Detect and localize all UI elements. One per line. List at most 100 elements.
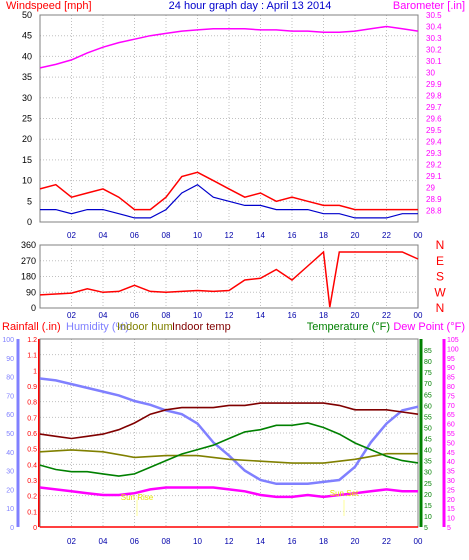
temperature-tick-label: 50 <box>424 425 432 432</box>
wind-x-tick-label: 20 <box>351 231 360 240</box>
barometer-tick-label: 28.8 <box>426 207 442 216</box>
wind-x-tick-label: 22 <box>382 231 391 240</box>
wind-x-tick-label: 00 <box>414 231 423 240</box>
temp-x-tick-label: 12 <box>225 537 234 546</box>
direction-x-tick-label: 20 <box>351 311 360 320</box>
dew-point-tick-label: 95 <box>447 356 455 363</box>
wind-x-tick-label: 02 <box>67 231 76 240</box>
barometer-tick-label: 29.3 <box>426 149 442 158</box>
barometer-axis-label: Barometer [.in] <box>393 0 465 12</box>
temp-x-tick-label: 14 <box>256 537 265 546</box>
windspeed-tick-label: 15 <box>22 155 32 165</box>
dew-point-tick-label: 100 <box>447 346 459 353</box>
windspeed-tick-label: 30 <box>22 93 32 103</box>
compass-label: S <box>436 270 444 284</box>
indoor-temp-line <box>39 402 419 440</box>
temp-x-tick-label: 08 <box>162 537 171 546</box>
barometer-tick-label: 29.4 <box>426 138 442 147</box>
wind-average-line <box>40 183 418 219</box>
rainfall-tick-label: 0.3 <box>27 478 37 485</box>
temp-x-tick-label: 10 <box>193 537 202 546</box>
chart-title: 24 hour graph day : April 13 2014 <box>169 0 332 12</box>
dew-point-tick-label: 90 <box>447 365 455 372</box>
windspeed-tick-label: 10 <box>22 176 32 186</box>
compass-label: W <box>434 285 446 299</box>
direction-tick-label: 180 <box>21 272 36 282</box>
direction-x-tick-label: 12 <box>225 311 234 320</box>
barometer-tick-label: 29.5 <box>426 126 442 135</box>
humidity-tick-label: 90 <box>6 356 14 363</box>
direction-x-tick-label: 22 <box>382 311 391 320</box>
dew-point-tick-label: 85 <box>447 375 455 382</box>
barometer-tick-label: 29.8 <box>426 92 442 101</box>
wind-x-tick-label: 04 <box>99 231 108 240</box>
barometer-line <box>39 25 419 69</box>
windspeed-tick-label: 5 <box>27 196 32 206</box>
dew-point-tick-label: 10 <box>447 516 455 523</box>
dew-point-tick-label: 20 <box>447 497 455 504</box>
compass-label: E <box>436 254 444 268</box>
rainfall-tick-label: 0 <box>33 525 37 532</box>
temp-x-tick-label: 04 <box>99 537 108 546</box>
temperature-axis-label: Temperature (°F) <box>307 321 390 333</box>
compass-label: N <box>436 301 445 315</box>
barometer-tick-label: 30 <box>426 69 435 78</box>
barometer-tick-label: 30.3 <box>426 34 442 43</box>
temperature-tick-label: 70 <box>424 381 432 388</box>
barometer-tick-label: 29.7 <box>426 103 442 112</box>
temperature-tick-label: 60 <box>424 403 432 410</box>
wind-panel-frame <box>39 14 419 223</box>
humidity-tick-label: 70 <box>6 393 14 400</box>
wind-x-tick-label: 08 <box>162 231 171 240</box>
direction-tick-label: 270 <box>21 256 36 266</box>
temperature-tick-label: 10 <box>424 514 432 521</box>
temperature-line <box>39 422 419 477</box>
rainfall-tick-label: 1.2 <box>27 337 37 344</box>
barometer-tick-label: 30.2 <box>426 46 442 55</box>
humidity-line <box>39 377 419 486</box>
sunrise-marker-label: Sun Rise <box>121 493 154 502</box>
dew-point-tick-label: 15 <box>447 506 455 513</box>
temp-x-tick-label: 22 <box>382 537 391 546</box>
wind-x-tick-label: 12 <box>225 231 234 240</box>
barometer-tick-label: 29.2 <box>426 161 442 170</box>
windspeed-tick-label: 45 <box>22 31 32 41</box>
rainfall-axis-label: Rainfall (.in) <box>2 321 61 333</box>
dew-point-tick-label: 25 <box>447 487 455 494</box>
rainfall-tick-label: 0.1 <box>27 509 37 516</box>
rainfall-tick-label: 0.8 <box>27 400 37 407</box>
direction-tick-label: 90 <box>26 287 36 297</box>
sunset-marker-label: Sun Set <box>330 489 359 498</box>
temperature-tick-label: 30 <box>424 470 432 477</box>
wind-x-tick-label: 14 <box>256 231 265 240</box>
wind-x-tick-label: 06 <box>130 231 139 240</box>
dew-point-tick-label: 5 <box>447 525 451 532</box>
indoor-hum-label: Indoor hum <box>117 321 173 333</box>
wind-x-tick-label: 16 <box>288 231 297 240</box>
barometer-tick-label: 29.6 <box>426 115 442 124</box>
dew-point-axis-label: Dew Point (°F) <box>393 321 465 333</box>
direction-x-tick-label: 08 <box>162 311 171 320</box>
windspeed-axis-label: Windspeed [mph] <box>6 0 92 12</box>
indoor-temp-label: Indoor temp <box>172 321 231 333</box>
dew-point-tick-label: 40 <box>447 459 455 466</box>
direction-x-tick-label: 00 <box>414 311 423 320</box>
direction-x-tick-label: 18 <box>319 311 328 320</box>
barometer-tick-label: 29.1 <box>426 172 442 181</box>
rainfall-tick-label: 0.5 <box>27 447 37 454</box>
barometer-tick-label: 28.9 <box>426 195 442 204</box>
dew-point-tick-label: 45 <box>447 450 455 457</box>
temperature-tick-label: 75 <box>424 370 432 377</box>
windspeed-tick-label: 50 <box>22 10 32 20</box>
temperature-tick-label: 5 <box>424 525 428 532</box>
direction-x-tick-label: 02 <box>67 311 76 320</box>
dew-point-line <box>39 486 418 499</box>
temperature-tick-label: 40 <box>424 448 432 455</box>
direction-x-tick-label: 16 <box>288 311 297 320</box>
rainfall-tick-label: 0.7 <box>27 415 37 422</box>
wind-direction-line <box>39 250 419 308</box>
wind-gust-line <box>39 171 418 211</box>
